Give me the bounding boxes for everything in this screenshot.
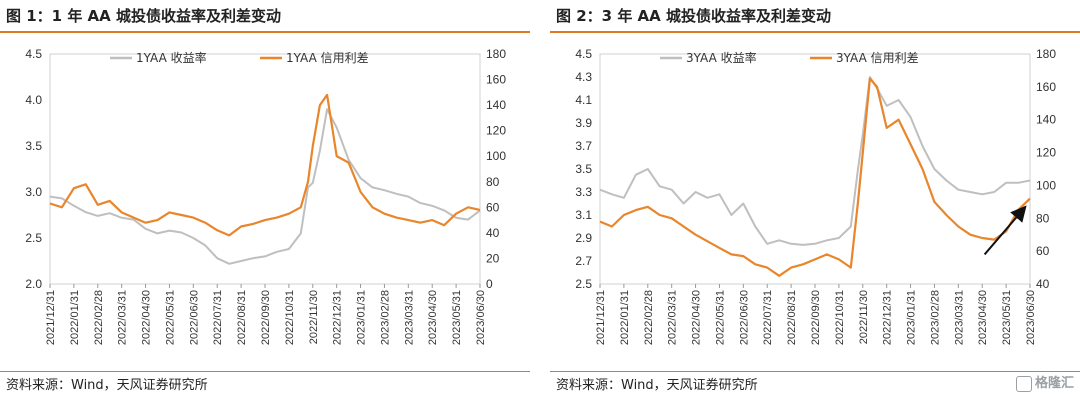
y-left-tick-label: 4.1 [575, 93, 592, 107]
y-left-tick-label: 3.0 [25, 185, 42, 199]
legend-label: 3YAA 信用利差 [836, 51, 919, 65]
chart-1y-svg: 2.0 2.5 3.0 3.5 4.0 4.5 0 20 40 60 80 100 120 140 160 1… [25, 47, 506, 345]
y-left-tick-label: 3.7 [575, 139, 592, 153]
trend-arrow [983, 205, 1027, 256]
title-rule [550, 31, 1080, 33]
x-tick-label: 2021/12/31 [45, 290, 57, 345]
x-tick-label: 2022/12/31 [882, 290, 894, 345]
watermark-icon [1015, 375, 1032, 392]
x-tick-label: 2023/03/31 [953, 290, 965, 345]
y-right-tick-label: 160 [486, 73, 506, 87]
x-tick-label: 2022/07/31 [762, 290, 774, 345]
y-left-tick-label: 4.0 [25, 93, 42, 107]
y-right-tick-label: 60 [1036, 244, 1050, 258]
y-left-tick-label: 3.5 [25, 139, 42, 153]
x-tick-label: 2021/12/31 [595, 290, 607, 345]
x-tick-label: 2022/05/31 [164, 290, 176, 345]
x-tick-label: 2023/06/30 [1025, 290, 1037, 345]
x-tick-label: 2023/01/31 [356, 290, 368, 345]
y-left-tick-label: 4.3 [575, 70, 592, 84]
y-right-tick-label: 140 [486, 98, 506, 112]
watermark-logo: 格隆汇 [1015, 372, 1074, 396]
x-tick-label: 2022/06/30 [738, 290, 750, 345]
y-right-tick-label: 100 [1036, 178, 1056, 192]
y-left-tick-label: 2.5 [575, 277, 592, 291]
title-rule [0, 31, 530, 33]
legend-label: 3YAA 收益率 [686, 50, 757, 65]
x-tick-label: 2023/06/30 [475, 290, 487, 345]
y-left-tick-label: 4.5 [575, 47, 592, 61]
x-tick-label: 2022/02/28 [93, 290, 105, 345]
x-tick-label: 2023/05/31 [451, 290, 463, 345]
chart-title: 图 1：1 年 AA 城投债收益率及利差变动 [6, 7, 281, 25]
y-right-tick-label: 0 [486, 277, 493, 291]
plot-frame [599, 53, 1031, 285]
x-tick-label: 2022/04/30 [141, 290, 153, 345]
x-tick-label: 2022/01/31 [619, 290, 631, 345]
chart-panel-1y: 图 1：1 年 AA 城投债收益率及利差变动 2.0 2.5 3.0 3.5 4.0 4.… [0, 0, 530, 402]
x-tick-label: 2022/02/28 [643, 290, 655, 345]
x-tick-label: 2022/08/31 [236, 290, 248, 345]
y-right-tick-label: 20 [486, 251, 500, 265]
x-tick-label: 2022/09/30 [810, 290, 822, 345]
y-right-tick-label: 160 [1036, 80, 1056, 94]
source-note: 资料来源：Wind，天风证券研究所 [556, 378, 758, 393]
series-line-spread [599, 77, 1031, 277]
legend-label: 1YAA 收益率 [136, 50, 207, 65]
y-right-tick-label: 100 [486, 149, 506, 163]
x-tick-label: 2023/05/31 [1001, 290, 1013, 345]
y-left-tick-label: 2.0 [25, 277, 42, 291]
y-left-tick-label: 4.5 [25, 47, 42, 61]
y-left-tick-label: 2.9 [575, 231, 592, 245]
chart-3y-svg: 2.5 2.7 2.9 3.1 3.3 3.5 3.7 3.9 4.1 4.3 4.5 40 60 80 1… [575, 47, 1056, 345]
x-tick-label: 2023/02/28 [929, 290, 941, 345]
x-tick-label: 2022/11/30 [858, 290, 870, 344]
y-left-tick-label: 2.7 [575, 254, 592, 268]
y-left-tick-label: 3.9 [575, 116, 592, 130]
x-tick-label: 2022/06/30 [188, 290, 200, 345]
x-tick-label: 2023/04/30 [427, 290, 439, 345]
source-rule [0, 371, 530, 372]
legend-label: 1YAA 信用利差 [286, 51, 369, 65]
x-tick-label: 2023/02/28 [379, 290, 391, 345]
series-line-yield [49, 108, 481, 265]
y-left-tick-label: 3.5 [575, 162, 592, 176]
y-left-tick-label: 3.3 [575, 185, 592, 199]
y-right-tick-label: 60 [486, 200, 500, 214]
x-tick-label: 2022/01/31 [69, 290, 81, 345]
y-right-tick-label: 80 [1036, 211, 1050, 225]
y-right-tick-label: 40 [1036, 277, 1050, 291]
y-left-tick-label: 3.1 [575, 208, 592, 222]
chart-title: 图 2：3 年 AA 城投债收益率及利差变动 [556, 7, 831, 25]
x-tick-label: 2022/11/30 [308, 290, 320, 344]
series-line-spread [49, 93, 481, 237]
y-right-tick-label: 40 [486, 226, 500, 240]
x-tick-label: 2022/10/31 [834, 290, 846, 345]
x-tick-label: 2022/04/30 [691, 290, 703, 345]
x-tick-label: 2023/03/31 [403, 290, 415, 345]
y-right-tick-label: 180 [1036, 47, 1056, 61]
y-right-tick-label: 140 [1036, 113, 1056, 127]
x-tick-label: 2022/08/31 [786, 290, 798, 345]
x-tick-label: 2022/03/31 [117, 290, 129, 345]
chart-panel-3y: 图 2：3 年 AA 城投债收益率及利差变动 2.5 2.7 2.9 3.1 3.3 3.… [550, 0, 1080, 402]
x-tick-label: 2022/03/31 [667, 290, 679, 345]
y-right-tick-label: 120 [1036, 146, 1056, 160]
plot-frame [49, 53, 481, 285]
x-tick-label: 2022/05/31 [714, 290, 726, 345]
source-rule [550, 371, 1080, 372]
x-tick-label: 2022/12/31 [332, 290, 344, 345]
series-line-yield [599, 76, 1031, 246]
y-right-tick-label: 80 [486, 175, 500, 189]
x-tick-label: 2023/04/30 [977, 290, 989, 345]
y-left-tick-label: 2.5 [25, 231, 42, 245]
x-tick-label: 2022/10/31 [284, 290, 296, 345]
source-note: 资料来源：Wind，天风证券研究所 [6, 378, 208, 393]
y-right-tick-label: 180 [486, 47, 506, 61]
x-tick-label: 2022/07/31 [212, 290, 224, 345]
x-tick-label: 2022/09/30 [260, 290, 272, 345]
y-right-tick-label: 120 [486, 124, 506, 138]
x-tick-label: 2023/01/31 [906, 290, 918, 345]
